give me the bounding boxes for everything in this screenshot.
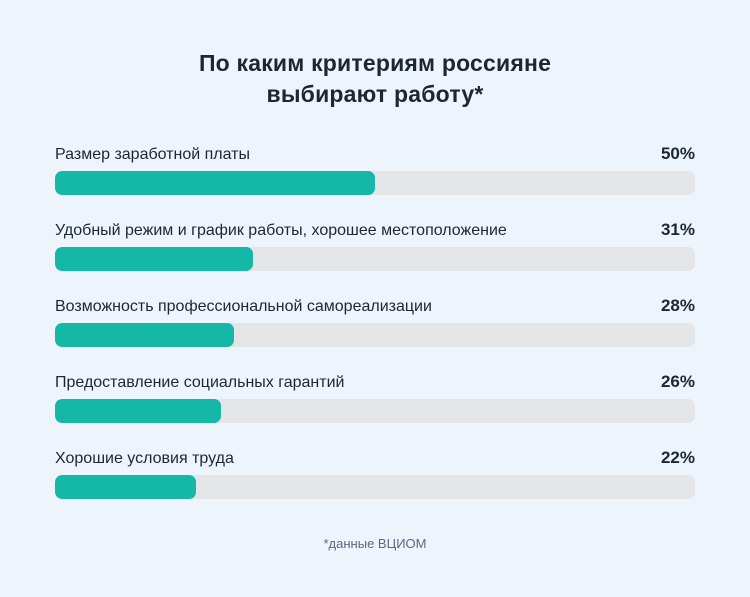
bar-row-header: Удобный режим и график работы, хорошее м…	[55, 220, 695, 240]
bar-fill	[55, 171, 375, 195]
bar-row-header: Хорошие условия труда 22%	[55, 448, 695, 468]
bar-track	[55, 171, 695, 195]
bar-value-label: 26%	[660, 372, 695, 391]
bar-fill	[55, 323, 235, 347]
bar-row: Предоставление социальных гарантий 26%	[55, 372, 695, 423]
bar-value-label: 31%	[660, 220, 695, 239]
bar-track	[55, 323, 695, 347]
bar-row: Возможность профессиональной самореализа…	[55, 296, 695, 347]
bar-row-header: Предоставление социальных гарантий 26%	[55, 372, 695, 392]
source-footnote: *данные ВЦИОМ	[323, 536, 427, 551]
bar-row-header: Возможность профессиональной самореализа…	[55, 296, 695, 316]
bar-track	[55, 399, 695, 423]
bar-row: Размер заработной платы 50%	[55, 144, 695, 195]
bar-label: Возможность профессиональной самореализа…	[55, 298, 432, 315]
bar-fill	[55, 247, 254, 271]
bar-track	[55, 247, 695, 271]
bar-value-label: 28%	[660, 296, 695, 315]
bar-fill	[55, 475, 196, 499]
chart-title: По каким критериям россияне выбирают раб…	[198, 50, 552, 107]
bar-fill	[55, 399, 222, 423]
bar-label: Предоставление социальных гарантий	[55, 374, 345, 391]
bar-row-header: Размер заработной платы 50%	[55, 144, 695, 164]
bar-label: Хорошие условия труда	[55, 450, 234, 467]
bar-row: Удобный режим и график работы, хорошее м…	[55, 220, 695, 271]
bar-label: Размер заработной платы	[55, 146, 250, 163]
bar-track	[55, 475, 695, 499]
bar-row: Хорошие условия труда 22%	[55, 448, 695, 499]
bar-value-label: 50%	[660, 144, 695, 163]
bar-value-label: 22%	[660, 448, 695, 467]
bar-label: Удобный режим и график работы, хорошее м…	[55, 222, 507, 239]
